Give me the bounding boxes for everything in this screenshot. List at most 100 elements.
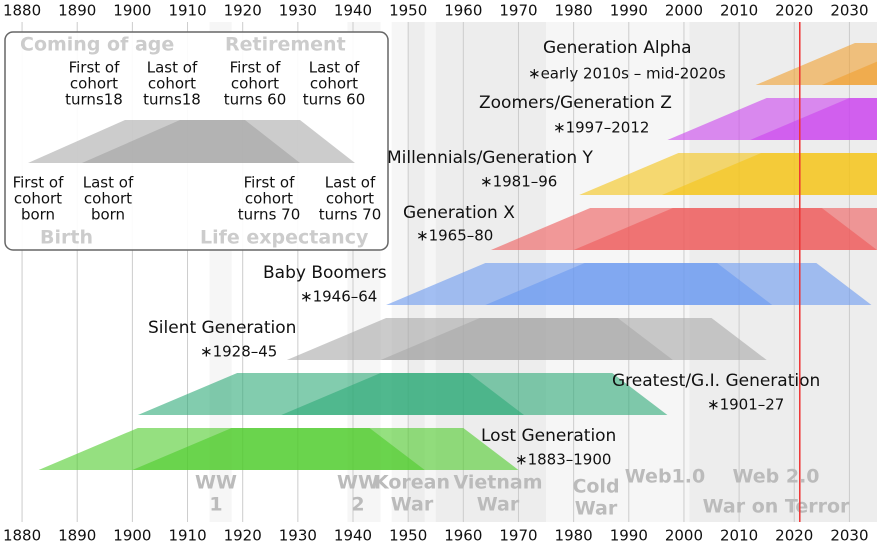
key-label: cohort bbox=[310, 75, 358, 93]
key-label: Last of bbox=[147, 59, 198, 77]
x-tick-label: 1920 bbox=[224, 527, 262, 545]
generation-years: ∗1997–2012 bbox=[553, 119, 649, 137]
x-tick-label: 1920 bbox=[224, 2, 262, 20]
generation-name: Generation Alpha bbox=[543, 38, 692, 58]
cohort-band bbox=[750, 98, 877, 140]
event-label: WW bbox=[337, 472, 379, 494]
x-tick-label: 1960 bbox=[444, 527, 482, 545]
x-tick-label: 1930 bbox=[279, 2, 317, 20]
x-tick-label: 1890 bbox=[58, 2, 96, 20]
key-label: turns 60 bbox=[224, 91, 286, 109]
cohort-band bbox=[380, 318, 767, 360]
event-label: Vietnam bbox=[454, 472, 543, 494]
key-label: turns18 bbox=[143, 91, 201, 109]
key-label: First of bbox=[230, 59, 282, 77]
generation-years: ∗1946–64 bbox=[300, 288, 377, 306]
key-label: cohort bbox=[231, 75, 279, 93]
key-heading: Life expectancy bbox=[200, 227, 369, 249]
x-tick-label: 1900 bbox=[113, 527, 151, 545]
key-label: First of bbox=[13, 174, 65, 192]
event-label: War on Terror bbox=[703, 496, 850, 518]
x-tick-label: 1950 bbox=[389, 2, 427, 20]
key-label: Last of bbox=[325, 174, 376, 192]
key-label: born bbox=[21, 206, 55, 224]
cohort-band bbox=[755, 43, 877, 85]
key-label: Last of bbox=[83, 174, 134, 192]
key-label: turns18 bbox=[65, 91, 123, 109]
x-tick-label: 1970 bbox=[499, 2, 537, 20]
key-label: cohort bbox=[245, 190, 293, 208]
cohort-band bbox=[132, 428, 519, 470]
x-tick-label: 1980 bbox=[555, 527, 593, 545]
x-tick-label: 2030 bbox=[830, 2, 868, 20]
key-label: cohort bbox=[14, 190, 62, 208]
generation-years: ∗1965–80 bbox=[416, 227, 493, 245]
x-tick-label: 1880 bbox=[3, 527, 41, 545]
key-label: cohort bbox=[70, 75, 118, 93]
key-label: cohort bbox=[148, 75, 196, 93]
event-label: 1 bbox=[209, 494, 222, 516]
generation-name: Lost Generation bbox=[481, 426, 616, 446]
key-label: born bbox=[91, 206, 125, 224]
event-label: War bbox=[575, 498, 618, 520]
event-label: Web1.0 bbox=[625, 466, 705, 488]
generation-name: Millennials/Generation Y bbox=[387, 148, 594, 168]
event-label: Cold bbox=[572, 476, 619, 498]
x-tick-label: 1950 bbox=[389, 527, 427, 545]
x-tick-label: 1880 bbox=[3, 2, 41, 20]
key-label: First of bbox=[244, 174, 296, 192]
key-heading: Birth bbox=[40, 227, 93, 249]
key-heading: Retirement bbox=[225, 34, 346, 56]
generation-years: ∗1928–45 bbox=[200, 343, 277, 361]
x-tick-label: 1940 bbox=[334, 2, 372, 20]
event-label: Web 2.0 bbox=[732, 466, 819, 488]
key-label: turns 70 bbox=[319, 206, 381, 224]
key-label: turns 70 bbox=[238, 206, 300, 224]
generation-name: Zoomers/Generation Z bbox=[479, 93, 672, 113]
x-tick-label: 1890 bbox=[58, 527, 96, 545]
generation-name: Baby Boomers bbox=[263, 263, 387, 283]
x-tick-label: 1980 bbox=[555, 2, 593, 20]
event-label: Korean bbox=[374, 472, 450, 494]
x-tick-label: 2000 bbox=[665, 2, 703, 20]
cohort-band bbox=[573, 208, 877, 250]
cohort-band bbox=[661, 153, 877, 195]
x-tick-label: 1910 bbox=[168, 2, 206, 20]
x-tick-label: 1900 bbox=[113, 2, 151, 20]
x-tick-label: 1990 bbox=[610, 2, 648, 20]
x-tick-label: 2010 bbox=[720, 2, 758, 20]
x-tick-label: 2030 bbox=[830, 527, 868, 545]
generation-name: Generation X bbox=[403, 203, 515, 223]
event-label: WW bbox=[195, 472, 237, 494]
cohort-band bbox=[281, 373, 668, 415]
cohort-band bbox=[485, 263, 872, 305]
x-tick-label: 2000 bbox=[665, 527, 703, 545]
cohort-band bbox=[821, 61, 877, 85]
generation-years: ∗1981–96 bbox=[480, 173, 557, 191]
x-tick-label: 1910 bbox=[168, 527, 206, 545]
generation-years: ∗early 2010s – mid-2020s bbox=[528, 65, 726, 83]
key-label: Last of bbox=[309, 59, 360, 77]
x-tick-label: 2010 bbox=[720, 527, 758, 545]
key-label: turns 60 bbox=[303, 91, 365, 109]
key-label: cohort bbox=[326, 190, 374, 208]
x-tick-label: 1990 bbox=[610, 527, 648, 545]
generation-name: Silent Generation bbox=[148, 318, 296, 338]
key-heading: Coming of age bbox=[20, 34, 174, 56]
generation-years: ∗1901–27 bbox=[707, 396, 784, 414]
event-label: 2 bbox=[351, 494, 364, 516]
x-tick-label: 1930 bbox=[279, 527, 317, 545]
key-shape bbox=[82, 120, 355, 163]
generation-name: Greatest/G.I. Generation bbox=[612, 371, 820, 391]
generation-years: ∗1883–1900 bbox=[515, 451, 611, 469]
x-tick-label: 2020 bbox=[775, 2, 813, 20]
event-label: War bbox=[477, 494, 520, 516]
x-tick-label: 1940 bbox=[334, 527, 372, 545]
x-tick-label: 1960 bbox=[444, 2, 482, 20]
key-label: cohort bbox=[84, 190, 132, 208]
event-label: War bbox=[391, 494, 434, 516]
x-tick-label: 1970 bbox=[499, 527, 537, 545]
key-label: First of bbox=[69, 59, 121, 77]
x-tick-label: 2020 bbox=[775, 527, 813, 545]
